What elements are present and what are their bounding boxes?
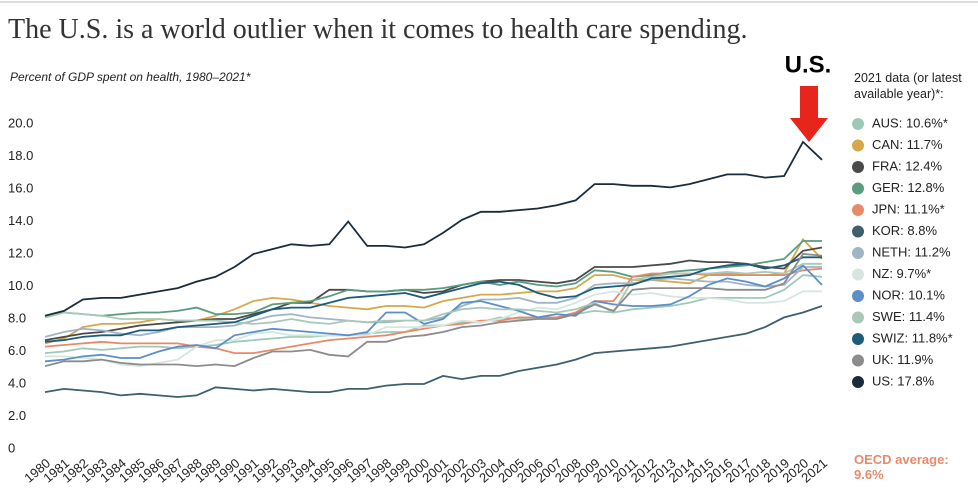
y-tick-label: 16.0 xyxy=(8,180,33,195)
legend-swatch xyxy=(852,161,864,173)
series-line xyxy=(44,240,822,319)
y-tick-label: 4.0 xyxy=(8,375,26,390)
legend-label: AUS: 10.6%* xyxy=(872,115,948,130)
y-tick-label: 0 xyxy=(8,440,15,455)
series-line xyxy=(44,246,823,341)
series-line xyxy=(45,290,822,368)
y-tick-label: 18.0 xyxy=(8,148,33,163)
legend-label: US: 17.8% xyxy=(872,373,935,388)
legend-label: FRA: 12.4% xyxy=(872,158,943,173)
legend-label: GER: 12.8% xyxy=(872,180,945,195)
legend-label: SWE: 11.4% xyxy=(872,309,945,324)
legend-swatch xyxy=(852,204,864,216)
series-line xyxy=(44,264,823,363)
legend-swatch xyxy=(852,247,864,259)
legend-label: KOR: 8.8% xyxy=(872,223,937,238)
y-tick-label: 8.0 xyxy=(8,310,26,325)
legend-swatch xyxy=(852,182,864,195)
legend-label: NZ: 9.7%* xyxy=(872,266,931,281)
series-line xyxy=(44,256,822,343)
chart-title: The U.S. is a world outlier when it come… xyxy=(8,14,748,45)
y-tick-label: 10.0 xyxy=(8,278,33,293)
oecd-note: OECD average: 9.6% xyxy=(854,452,949,482)
y-tick-label: 12.0 xyxy=(8,245,33,260)
series-line xyxy=(44,253,823,368)
legend-label: NOR: 10.1% xyxy=(872,287,945,302)
legend-swatch xyxy=(852,376,864,388)
legend-swatch xyxy=(852,311,864,324)
legend-label: JPN: 11.1%* xyxy=(872,201,945,216)
y-tick-label: 6.0 xyxy=(8,343,26,358)
legend-swatch xyxy=(852,354,864,367)
arrow xyxy=(790,86,828,142)
legend-label: SWIZ: 11.8%* xyxy=(872,330,953,345)
legend-swatch xyxy=(852,290,864,302)
legend-swatch xyxy=(852,139,864,152)
series-line xyxy=(44,305,823,398)
y-tick-label: 20.0 xyxy=(8,115,33,130)
series-line xyxy=(44,262,822,325)
chart-subtitle: Percent of GDP spent on health, 1980–202… xyxy=(10,70,251,84)
us-annotation: U.S. xyxy=(785,51,832,78)
legend-label: NETH: 11.2% xyxy=(872,244,951,259)
legend-title: 2021 data (or latest available year)*: xyxy=(854,71,962,101)
legend-swatch xyxy=(852,333,864,345)
series-line xyxy=(44,140,823,317)
legend-swatch xyxy=(852,225,864,238)
legend-swatch xyxy=(852,268,864,281)
y-tick-label: 2.0 xyxy=(8,408,26,423)
y-tick-label: 14.0 xyxy=(8,213,33,228)
legend-label: CAN: 11.7% xyxy=(872,137,943,152)
legend-label: UK: 11.9% xyxy=(872,352,934,367)
legend-swatch xyxy=(852,118,864,130)
